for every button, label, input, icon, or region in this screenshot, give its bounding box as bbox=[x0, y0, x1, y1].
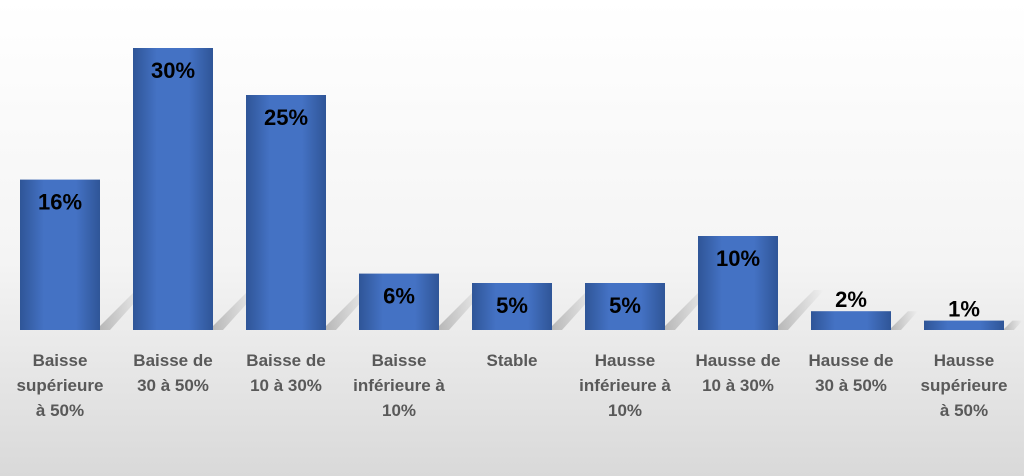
bar bbox=[20, 179, 100, 330]
category-label: Baisse de 10 à 30% bbox=[246, 351, 325, 395]
bar bbox=[133, 48, 213, 330]
data-labels: 16% 30% 25% 6% 5% 5% 10% 2% 1% bbox=[38, 58, 980, 322]
bar bbox=[924, 320, 1004, 330]
category-label: Hausse inférieure à 10% bbox=[579, 351, 671, 420]
data-label: 1% bbox=[948, 297, 980, 322]
data-label: 6% bbox=[383, 284, 415, 309]
bar bbox=[811, 311, 891, 330]
data-label: 16% bbox=[38, 190, 82, 215]
bar bbox=[246, 95, 326, 330]
data-label: 30% bbox=[151, 58, 195, 83]
data-label: 2% bbox=[835, 287, 867, 312]
bar bbox=[359, 273, 439, 330]
data-label: 5% bbox=[496, 293, 528, 318]
category-label: Baisse inférieure à 10% bbox=[353, 351, 445, 420]
category-labels: Baisse supérieure à 50% Baisse de 30 à 50% Ba… bbox=[17, 351, 1008, 420]
bar-shadow bbox=[1004, 320, 1023, 330]
bars bbox=[20, 48, 1004, 330]
category-label: Hausse de 10 à 30% bbox=[695, 351, 780, 395]
category-label: Hausse supérieure à 50% bbox=[921, 351, 1008, 420]
category-label: Stable bbox=[486, 351, 537, 370]
category-label: Baisse de 30 à 50% bbox=[133, 351, 212, 395]
bar-shadow bbox=[778, 290, 824, 330]
bar bbox=[585, 283, 665, 330]
category-label: Hausse de 30 à 50% bbox=[808, 351, 893, 395]
category-label: Baisse supérieure à 50% bbox=[17, 351, 104, 420]
bar-shadow bbox=[891, 311, 918, 330]
data-label: 10% bbox=[716, 246, 760, 271]
data-label: 5% bbox=[609, 293, 641, 318]
bar bbox=[698, 236, 778, 330]
bar bbox=[472, 283, 552, 330]
data-label: 25% bbox=[264, 105, 308, 130]
